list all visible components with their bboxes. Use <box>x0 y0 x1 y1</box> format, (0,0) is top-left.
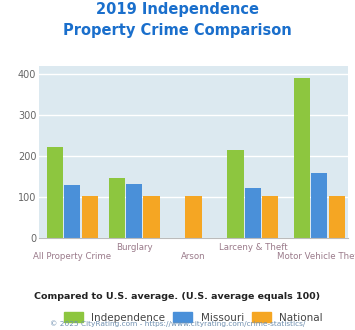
Bar <box>185 196 202 238</box>
Text: 2019 Independence: 2019 Independence <box>96 2 259 16</box>
Bar <box>311 174 327 238</box>
Bar <box>82 196 98 238</box>
Bar <box>294 78 310 238</box>
Bar <box>64 185 80 238</box>
Text: Burglary: Burglary <box>116 243 152 251</box>
Bar <box>143 196 159 238</box>
Bar <box>245 188 261 238</box>
Text: Property Crime Comparison: Property Crime Comparison <box>63 23 292 38</box>
Text: © 2025 CityRating.com - https://www.cityrating.com/crime-statistics/: © 2025 CityRating.com - https://www.city… <box>50 321 305 327</box>
Text: Motor Vehicle Theft: Motor Vehicle Theft <box>277 252 355 261</box>
Text: Arson: Arson <box>181 252 206 261</box>
Bar <box>329 196 345 238</box>
Bar <box>126 184 142 238</box>
Bar <box>109 178 125 238</box>
Bar <box>228 150 244 238</box>
Text: All Property Crime: All Property Crime <box>33 252 111 261</box>
Bar <box>262 196 278 238</box>
Text: Larceny & Theft: Larceny & Theft <box>219 243 287 251</box>
Bar <box>47 147 63 238</box>
Text: Compared to U.S. average. (U.S. average equals 100): Compared to U.S. average. (U.S. average … <box>34 292 321 301</box>
Legend: Independence, Missouri, National: Independence, Missouri, National <box>60 308 327 327</box>
